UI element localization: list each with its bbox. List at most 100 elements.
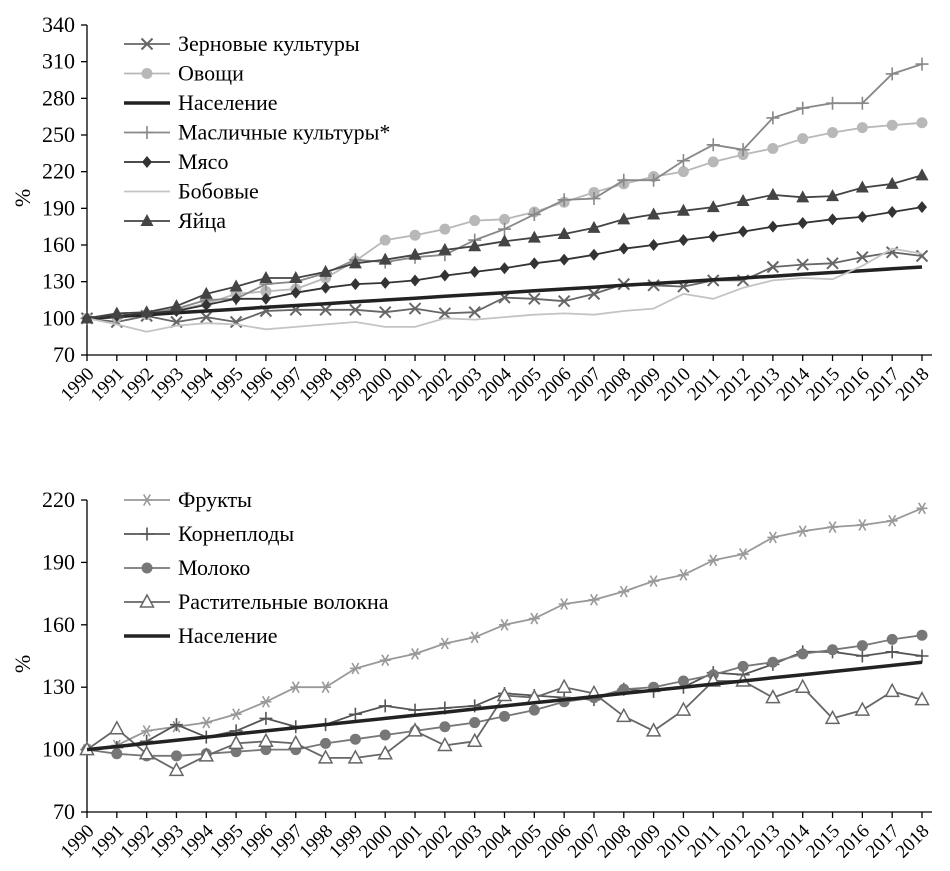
data-point [110, 306, 124, 319]
legend-label: Яйца [178, 208, 226, 233]
data-point [557, 227, 571, 239]
data-point [229, 279, 243, 292]
data-point [738, 225, 749, 238]
legend-label: Масличные культуры* [178, 120, 390, 145]
data-point [617, 173, 631, 187]
data-point [856, 519, 868, 531]
data-point [439, 721, 451, 733]
series-line [86, 660, 923, 752]
legend-item: Молоко [124, 555, 250, 580]
legend-label: Овощи [178, 61, 244, 86]
data-point [409, 229, 421, 241]
legend-item: Население [124, 90, 278, 115]
data-point [469, 717, 481, 729]
data-point [826, 96, 840, 110]
data-point [469, 265, 480, 278]
data-point [885, 176, 899, 189]
data-point [855, 180, 869, 193]
series-5 [86, 247, 923, 333]
data-point [347, 749, 364, 764]
data-point [707, 554, 719, 567]
data-point [377, 745, 393, 760]
data-point [230, 708, 242, 721]
legend-item: Зерновые культуры [124, 31, 360, 56]
data-point [827, 521, 839, 533]
y-axis-label: % [10, 655, 35, 673]
data-point [677, 568, 689, 581]
y-tick-label: 130 [42, 674, 75, 699]
data-point [350, 278, 361, 291]
data-point [379, 306, 392, 319]
data-point [228, 734, 244, 750]
legend-item: Растительные волокна [124, 589, 389, 614]
data-point [138, 745, 155, 760]
series-0 [81, 502, 928, 756]
data-point [409, 648, 421, 660]
data-point [348, 707, 362, 721]
data-point [857, 210, 868, 223]
data-point [767, 220, 778, 233]
data-point [677, 675, 689, 687]
data-point [528, 704, 540, 716]
data-point [796, 101, 810, 115]
data-point [290, 681, 302, 694]
y-tick-label: 160 [42, 612, 75, 637]
x-tick-label: 2018 [892, 364, 934, 406]
data-point [349, 303, 362, 316]
data-point [677, 166, 689, 178]
data-point [616, 707, 632, 723]
data-point [466, 732, 483, 748]
data-point [109, 720, 125, 735]
data-point [587, 220, 601, 233]
data-point [378, 252, 392, 265]
data-point [379, 729, 391, 741]
data-point [855, 96, 869, 110]
data-point [287, 734, 304, 750]
legend-label: Бобовые [178, 179, 259, 204]
data-point [141, 68, 153, 79]
data-point [199, 286, 213, 299]
data-point [826, 257, 839, 270]
legend-item: Мясо [124, 149, 228, 174]
chart-top: 7010013016019022025028031034019901991199… [10, 12, 934, 405]
data-point [827, 213, 838, 226]
data-point [737, 660, 749, 672]
data-point [736, 143, 750, 157]
data-point [439, 637, 451, 650]
y-tick-label: 340 [42, 12, 75, 37]
data-point [678, 234, 689, 247]
data-point [139, 593, 155, 608]
data-point [915, 57, 929, 71]
data-point [141, 494, 153, 506]
data-point [260, 695, 272, 708]
data-point [708, 230, 719, 243]
series-2 [86, 265, 923, 321]
data-point [856, 640, 868, 652]
data-point [169, 718, 183, 732]
data-point [320, 281, 331, 294]
data-point [767, 656, 779, 668]
data-point [916, 502, 928, 515]
legend-item: Овощи [124, 61, 244, 86]
data-point [916, 117, 928, 129]
data-point [499, 710, 510, 722]
chart-bottom: 7010013016019022019901991199219931994199… [10, 487, 934, 862]
data-point [767, 142, 779, 154]
y-tick-label: 130 [42, 269, 75, 294]
data-point [556, 678, 572, 693]
data-point [676, 154, 690, 168]
data-point [885, 67, 899, 81]
data-point [557, 193, 571, 207]
data-point [437, 736, 453, 752]
legend-item: Яйца [124, 208, 226, 233]
y-tick-label: 280 [42, 85, 75, 110]
y-tick-label: 70 [53, 799, 75, 824]
data-point [320, 681, 332, 694]
data-point [914, 691, 930, 706]
data-point [468, 239, 482, 252]
data-point [439, 269, 450, 282]
legend-label: Фрукты [178, 487, 252, 512]
y-axis-label: % [10, 189, 35, 207]
data-point [439, 223, 451, 235]
